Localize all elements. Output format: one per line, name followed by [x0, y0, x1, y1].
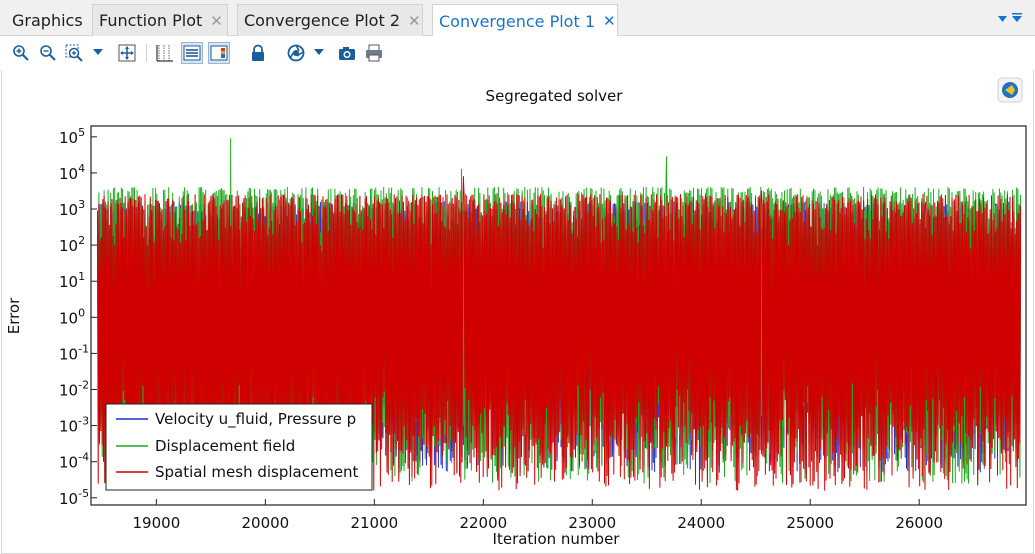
- scene-light-button[interactable]: [285, 42, 307, 64]
- tab-label: Function Plot: [99, 11, 203, 30]
- y-tick-label: 10-1: [59, 342, 89, 363]
- zoom-box-icon: [65, 44, 83, 62]
- lock-icon: [252, 44, 264, 61]
- color-bar-icon: [210, 45, 228, 61]
- y-tick-label: 104: [59, 162, 85, 183]
- legend-entry-displacement: Displacement field: [155, 437, 295, 455]
- legend-box: [105, 403, 373, 491]
- close-icon[interactable]: ✕: [210, 11, 223, 30]
- y-tick-label: 10-5: [59, 487, 89, 508]
- plot-window[interactable]: Segregated solver 19000 20000 21000 22000 23…: [1, 70, 1034, 554]
- y-tick-label: 103: [59, 198, 85, 219]
- close-icon[interactable]: ✕: [408, 11, 421, 30]
- x-tick-label: 25000: [786, 514, 834, 532]
- legend-button[interactable]: [181, 42, 203, 64]
- x-tick-label: 22000: [459, 514, 507, 532]
- axes-frame: [90, 125, 1027, 506]
- legend-entry-spatial: Spatial mesh displacement: [155, 463, 359, 481]
- y-axis-label: Error: [5, 297, 23, 334]
- lock-button[interactable]: [247, 42, 269, 64]
- camera-icon: [339, 47, 355, 60]
- x-tick-label: 26000: [895, 514, 943, 532]
- series-line-2: [97, 176, 1022, 491]
- x-tick-label: 21000: [350, 514, 398, 532]
- tab-label: Graphics: [12, 10, 83, 30]
- y-tick-label: 10-3: [59, 415, 89, 436]
- series-group: [97, 138, 1022, 491]
- scene-light-icon: [287, 44, 305, 62]
- print-button[interactable]: [363, 42, 385, 64]
- y-tick-label: 101: [59, 270, 85, 291]
- y-tick-label: 105: [59, 126, 85, 147]
- plot-toolbar: [0, 36, 1035, 70]
- tab-menu-icon[interactable]: [996, 12, 1024, 26]
- legend: Velocity u_fluid, Pressure p Displacemen…: [105, 403, 373, 491]
- tab-bar: Graphics Function Plot ✕ Convergence Plo…: [0, 0, 1035, 37]
- tab-label: Convergence Plot 2: [244, 11, 400, 30]
- y-tick-label: 10-4: [59, 451, 89, 472]
- x-axis-label: Iteration number: [493, 530, 621, 548]
- print-icon: [366, 44, 382, 62]
- convergence-chart: Segregated solver 19000 20000 21000 22000 23…: [5, 77, 1027, 548]
- grid-icon: [156, 45, 173, 62]
- x-tick-label: 20000: [241, 514, 289, 532]
- legend-icon: [183, 45, 201, 61]
- legend-entry-velocity: Velocity u_fluid, Pressure p: [155, 410, 356, 429]
- color-bar-button[interactable]: [208, 42, 230, 64]
- tab-label: Convergence Plot 1: [439, 11, 595, 31]
- zoom-out-button[interactable]: [37, 42, 59, 64]
- chart-title: Segregated solver: [486, 87, 624, 105]
- zoom-box-button[interactable]: [64, 42, 86, 64]
- zoom-in-icon: [13, 45, 29, 61]
- zoom-out-icon: [40, 45, 56, 61]
- x-tick-label: 23000: [568, 514, 616, 532]
- y-tick-label: 10-2: [59, 378, 89, 399]
- y-tick-label: 100: [59, 306, 85, 327]
- snapshot-button[interactable]: [336, 42, 358, 64]
- tab-convergence-plot-1[interactable]: Convergence Plot 1 ✕: [432, 4, 618, 37]
- chevron-down-icon[interactable]: [93, 48, 103, 56]
- grid-button[interactable]: [154, 42, 176, 64]
- zoom-extents-icon: [118, 44, 136, 62]
- close-icon[interactable]: ✕: [603, 12, 616, 30]
- tab-graphics[interactable]: Graphics: [6, 4, 88, 36]
- x-tick-label: 24000: [677, 514, 725, 532]
- x-axis: 19000 20000 21000 22000 23000 24000 25000 26000: [133, 499, 943, 532]
- x-tick-label: 19000: [133, 514, 181, 532]
- chevron-down-icon[interactable]: [314, 48, 324, 56]
- toolbar-separator: [146, 44, 147, 62]
- tab-convergence-plot-2[interactable]: Convergence Plot 2 ✕: [237, 4, 423, 36]
- zoom-extents-button[interactable]: [116, 42, 138, 64]
- zoom-in-button[interactable]: [10, 42, 32, 64]
- y-tick-label: 102: [59, 234, 85, 255]
- comsol-logo-icon[interactable]: [997, 77, 1023, 103]
- tab-function-plot[interactable]: Function Plot ✕: [92, 4, 228, 36]
